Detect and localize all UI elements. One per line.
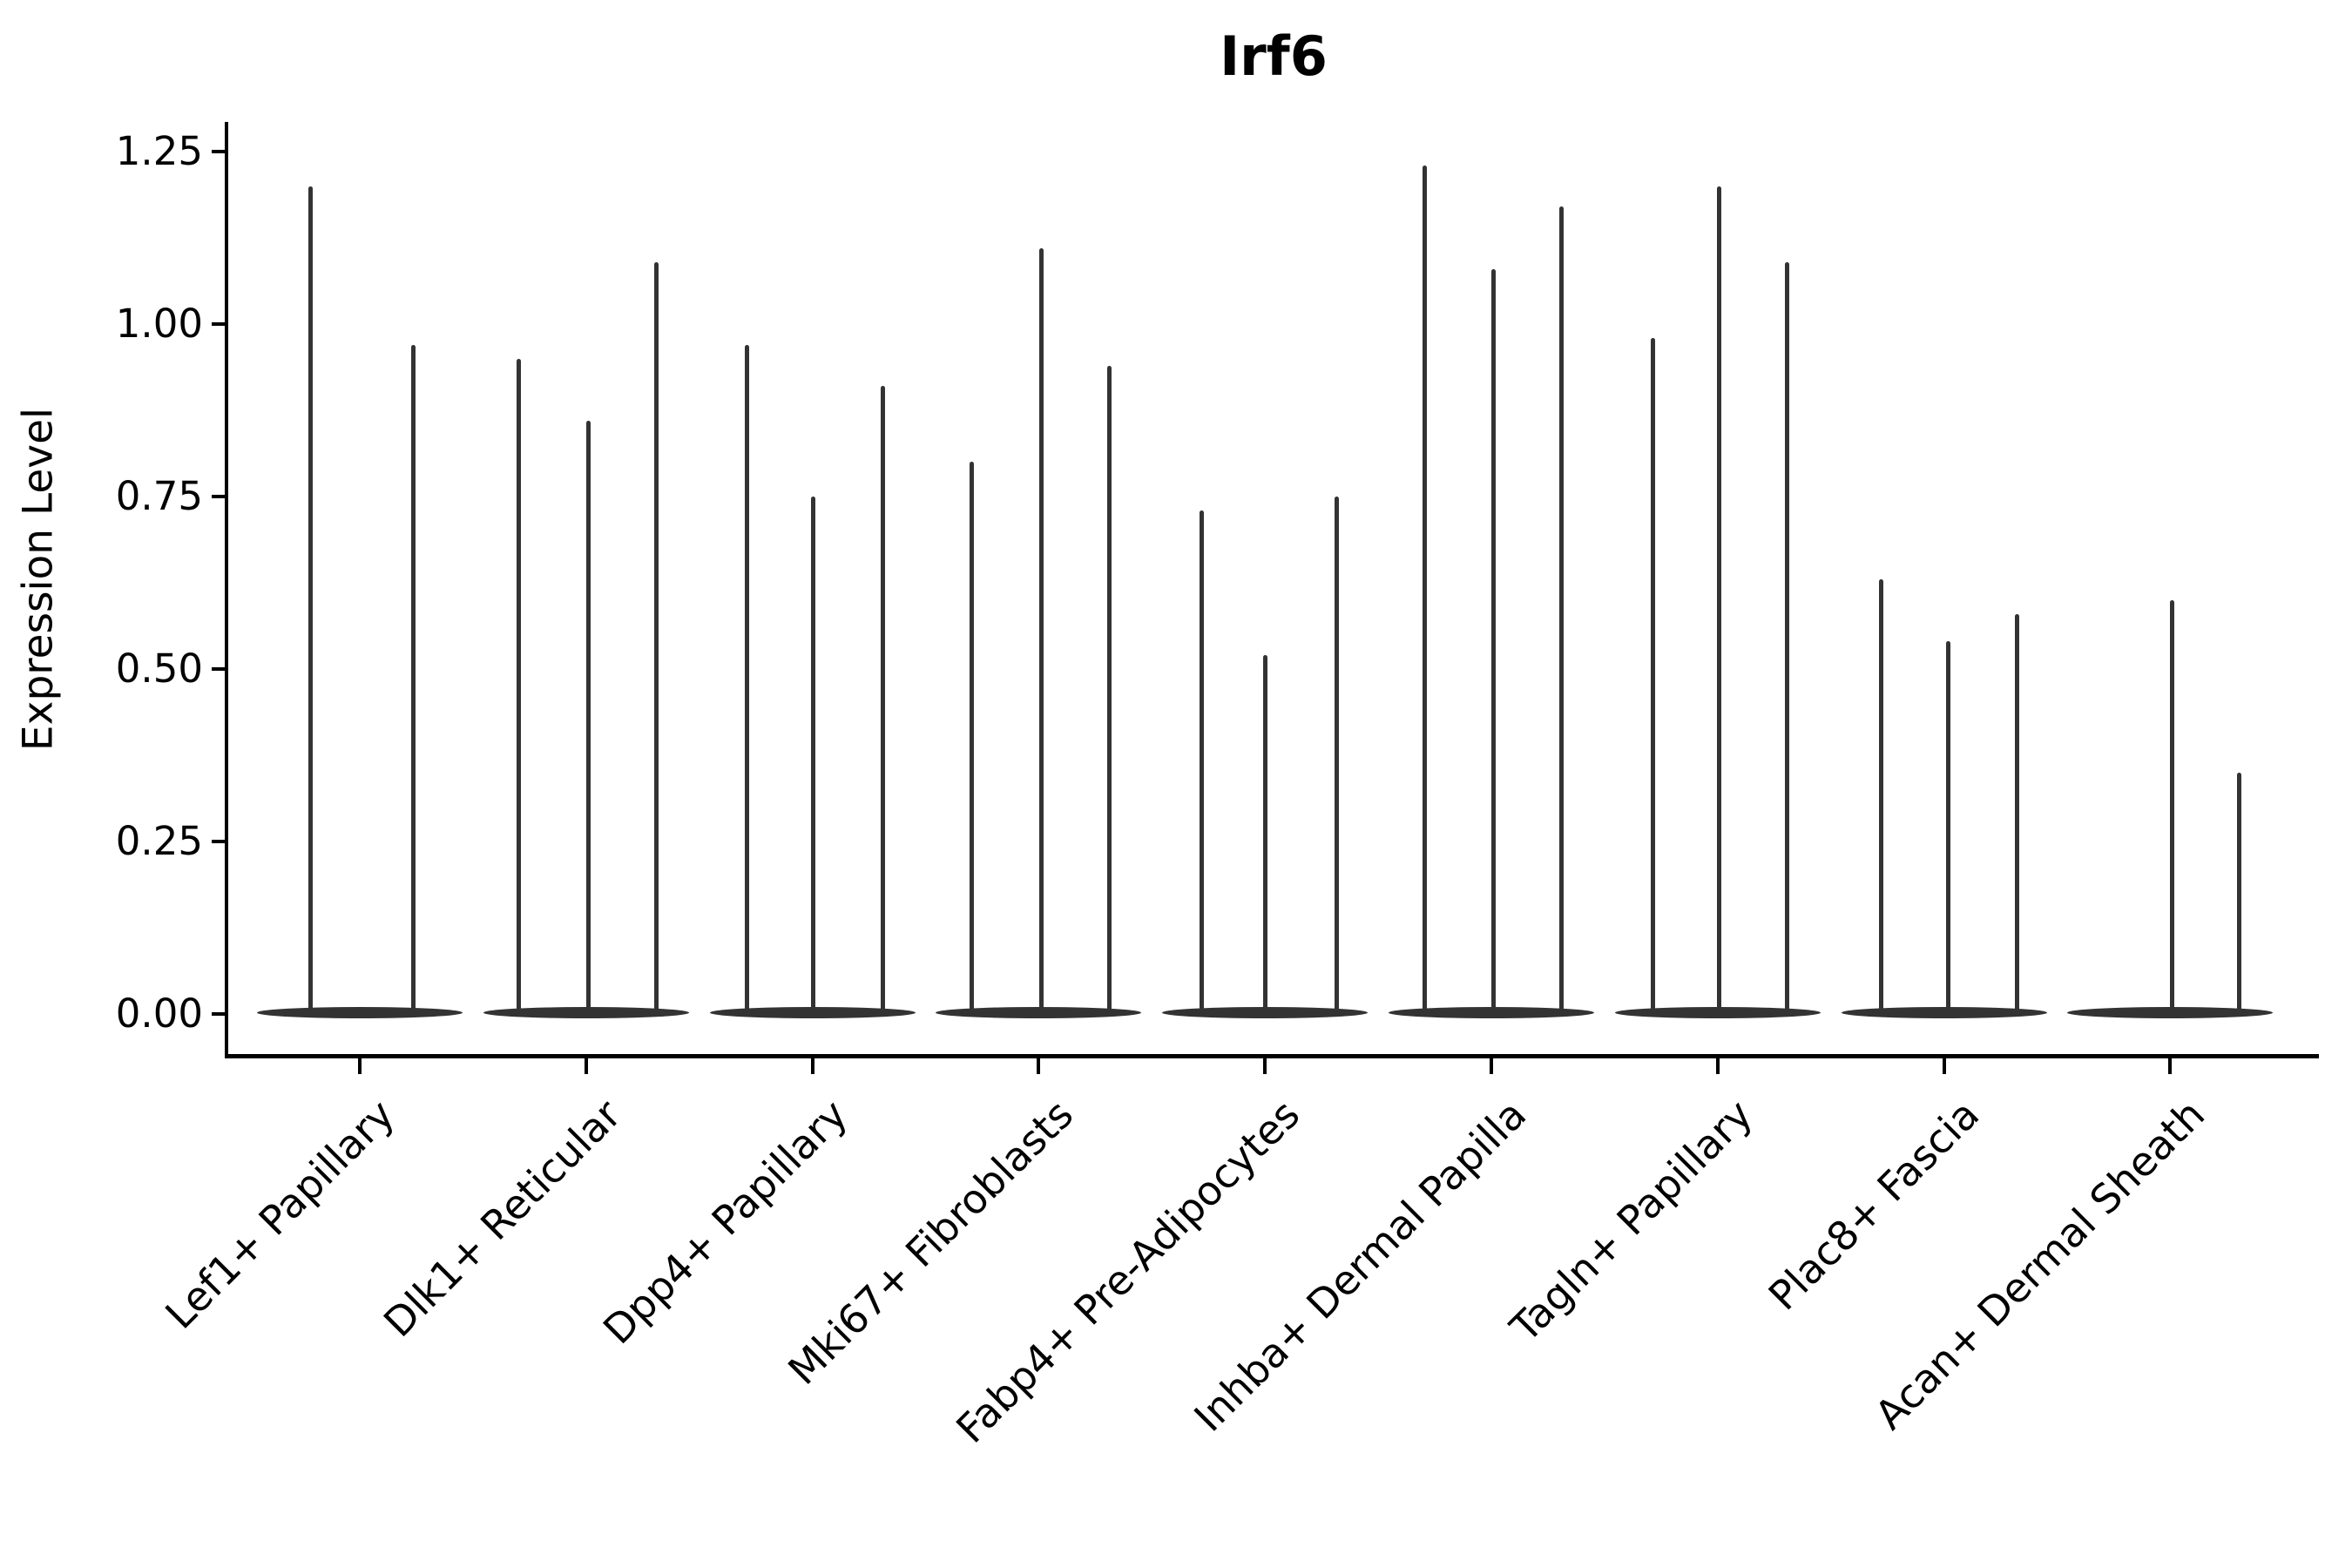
chart-title: Irf6 [1220, 24, 1328, 88]
violin-spike [654, 261, 659, 1015]
x-tick-label: Tagln+ Papillary [1501, 1091, 1761, 1351]
violin-spike [1038, 247, 1044, 1015]
x-tick-mark [1942, 1058, 1946, 1074]
violin-spike [1422, 165, 1427, 1015]
y-tick-label: 1.00 [115, 301, 203, 347]
violin-spike [1334, 497, 1339, 1015]
violin-spike [1717, 186, 1722, 1015]
violin-spike [2169, 599, 2174, 1015]
x-tick-mark [1490, 1058, 1493, 1074]
violin-spike [2236, 772, 2241, 1015]
x-tick-mark [358, 1058, 362, 1074]
x-tick-label: Plac8+ Fascia [1759, 1091, 1988, 1320]
y-tick-label: 0.00 [115, 990, 203, 1037]
violin-spike [969, 462, 974, 1015]
x-tick-label: Fabp4+ Pre-Adipocytes [947, 1091, 1309, 1452]
x-tick-mark [584, 1058, 588, 1074]
y-tick-mark [212, 495, 228, 498]
x-tick-label: Dlk1+ Reticular [374, 1091, 630, 1347]
y-tick-mark [212, 840, 228, 843]
x-tick-mark [1263, 1058, 1267, 1074]
x-axis-spine [225, 1054, 2319, 1058]
violin-spike [745, 344, 750, 1015]
x-tick-mark [1715, 1058, 1720, 1074]
violin-spike [308, 186, 313, 1015]
violin-spike [586, 420, 591, 1015]
violin-spike [1651, 337, 1656, 1015]
violin-spike [1106, 365, 1112, 1015]
violin-spike [811, 497, 816, 1015]
violin-base [257, 1006, 463, 1018]
x-tick-mark [1037, 1058, 1041, 1074]
violin-spike [2015, 613, 2020, 1015]
violin-spike [517, 358, 522, 1015]
y-tick-mark [212, 667, 228, 671]
violin-spike [1558, 206, 1564, 1015]
violin-base [1841, 1006, 2047, 1018]
x-tick-label: Inhba+ Dermal Papilla [1185, 1091, 1536, 1441]
y-tick-label: 0.75 [115, 473, 203, 519]
x-tick-label: Dpp4+ Papillary [593, 1091, 856, 1354]
y-tick-label: 1.25 [115, 128, 203, 174]
violin-spike [1946, 641, 1951, 1015]
y-axis-label: Expression Level [14, 407, 63, 752]
violin-spike [1490, 268, 1496, 1015]
x-tick-mark [810, 1058, 814, 1074]
violin-base [936, 1006, 1142, 1018]
y-axis-spine [225, 122, 228, 1058]
violin-spike [1199, 510, 1204, 1015]
x-tick-label: Mki67+ Fibroblasts [779, 1091, 1083, 1394]
violin-spike [1262, 655, 1267, 1015]
violin-base [483, 1006, 689, 1018]
y-tick-label: 0.50 [115, 645, 203, 692]
y-tick-label: 0.25 [115, 818, 203, 864]
y-tick-mark [212, 322, 228, 326]
violin-spike [1785, 261, 1790, 1015]
y-tick-mark [212, 1012, 228, 1016]
x-tick-mark [2168, 1058, 2173, 1074]
violin-spike [410, 344, 416, 1015]
violin-spike [1879, 579, 1884, 1015]
y-tick-mark [212, 150, 228, 153]
x-tick-label: Acan+ Dermal Sheath [1866, 1091, 2214, 1439]
violin-spike [881, 386, 886, 1015]
